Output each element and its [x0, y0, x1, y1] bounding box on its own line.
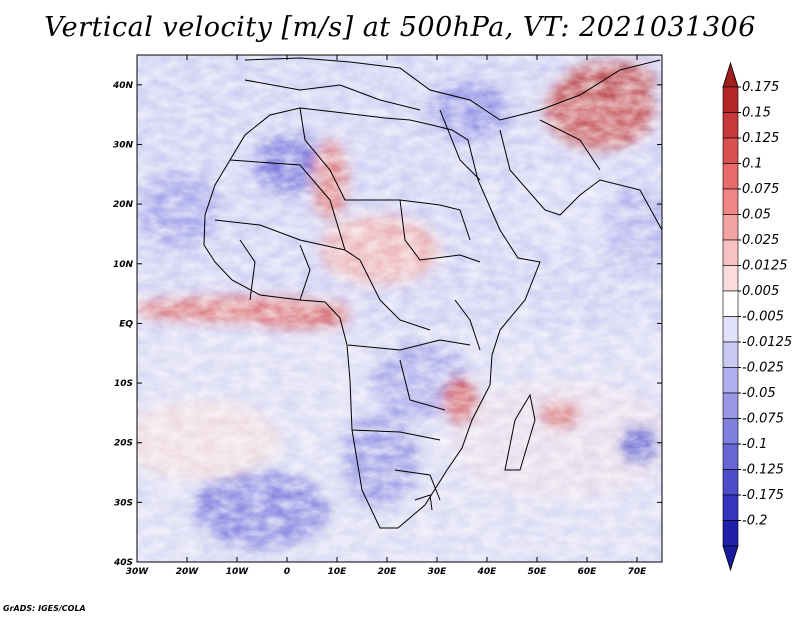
lat-label: 30N [113, 140, 134, 150]
colorbar-label: 0.0125 [742, 259, 788, 274]
colorbar-swatch [722, 418, 739, 445]
lon-label: 70E [628, 567, 648, 577]
colorbar-label: -0.025 [742, 361, 784, 376]
lat-label: EQ [119, 319, 133, 329]
lat-label: 30S [114, 498, 133, 508]
colorbar-swatch [722, 112, 739, 139]
colorbar-label: 0.05 [742, 208, 771, 223]
velocity-field [137, 55, 662, 562]
colorbar-label: -0.005 [742, 310, 784, 325]
colorbar-label: -0.075 [742, 412, 784, 427]
lon-label: 30W [126, 567, 150, 577]
colorbar-label: -0.175 [742, 488, 784, 503]
colorbar: 0.175 0.15 0.125 0.1 0.075 0.05 0.025 0.0125 0.0… [722, 61, 792, 572]
colorbar-label: 0.125 [742, 131, 779, 146]
colorbar-swatch [722, 520, 739, 547]
colorbar-swatch [722, 392, 739, 419]
colorbar-swatch [722, 341, 739, 368]
colorbar-label: -0.125 [742, 463, 784, 478]
latitude-axis: 40N 30N 20N 10N EQ 10S 20S 30S 40S [112, 81, 662, 568]
colorbar-label: 0.175 [742, 80, 779, 95]
coastlines [203, 57, 663, 529]
lon-label: 20W [176, 567, 200, 577]
lat-label: 10N [113, 260, 134, 270]
colorbar-swatch [722, 494, 739, 521]
colorbar-swatch [722, 188, 739, 215]
lat-label: 20S [114, 439, 133, 449]
colorbar-swatch [722, 469, 739, 496]
lon-label: 60E [578, 567, 598, 577]
lon-label: 40E [477, 567, 498, 577]
colorbar-swatch [722, 86, 739, 113]
colorbar-swatch [722, 239, 739, 266]
colorbar-label: 0.1 [742, 157, 763, 172]
colorbar-swatch [722, 137, 739, 164]
lon-label: 50E [528, 567, 548, 577]
lon-label: 20E [378, 567, 398, 577]
colorbar-top-arrow [722, 61, 739, 88]
colorbar-label: -0.2 [742, 514, 767, 529]
lat-label: 20N [113, 200, 134, 210]
colorbar-swatch [722, 163, 739, 190]
colorbar-label: 0.025 [742, 233, 779, 248]
lat-label: 40N [112, 81, 134, 91]
lon-label: 30E [428, 567, 448, 577]
lat-label: 40S [113, 558, 133, 568]
colorbar-bottom-arrow [722, 545, 739, 572]
colorbar-label: 0.15 [742, 106, 771, 121]
colorbar-label: -0.1 [742, 437, 767, 452]
plot-frame [136, 54, 663, 563]
longitude-axis: 30W 20W 10W 0 10E 20E 30E 40E 50E 60E 70E [126, 55, 647, 577]
lat-label: 10S [114, 379, 133, 389]
colorbar-swatch [722, 290, 739, 317]
colorbar-label: 0.075 [742, 182, 779, 197]
colorbar-swatch [722, 265, 739, 292]
colorbar-swatch [722, 367, 739, 394]
colorbar-swatch [722, 443, 739, 470]
colorbar-label: -0.0125 [742, 335, 792, 350]
lon-label: 10W [226, 567, 250, 577]
lon-label: 0 [284, 567, 290, 577]
colorbar-label: -0.05 [742, 386, 776, 401]
lon-label: 10E [328, 567, 348, 577]
colorbar-swatch [722, 316, 739, 343]
colorbar-swatch [722, 214, 739, 241]
grads-credit: GrADS: IGES/COLA [3, 604, 86, 613]
colorbar-label: 0.005 [742, 284, 779, 299]
map-title: Vertical velocity [m/s] at 500hPa, VT: 2… [44, 12, 756, 43]
